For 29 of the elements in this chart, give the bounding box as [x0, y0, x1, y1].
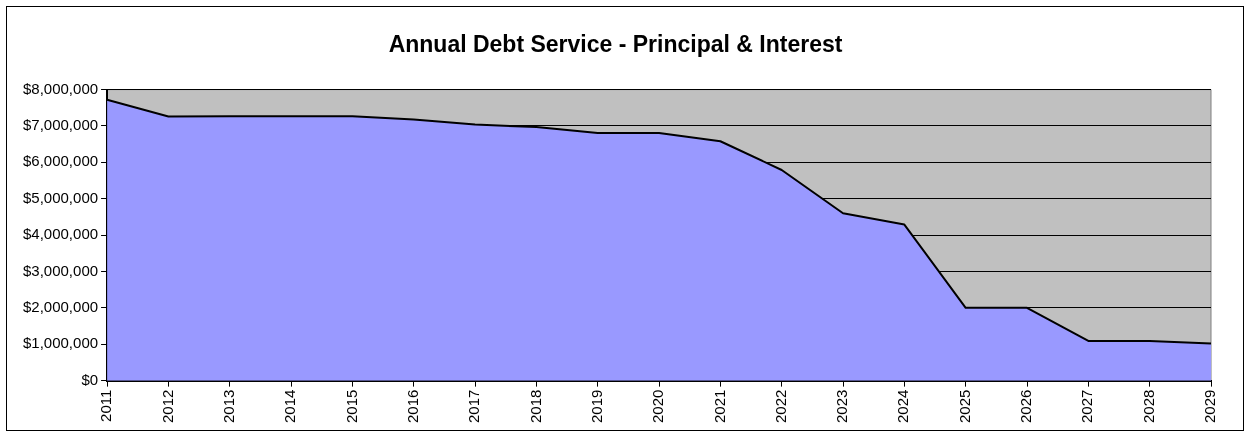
- x-tick-label: 2019: [587, 389, 605, 424]
- x-tick-label: 2017: [465, 389, 483, 424]
- x-tick-label: 2018: [526, 389, 544, 424]
- x-tick-label: 2013: [219, 389, 237, 424]
- chart-title: Annual Debt Service - Principal & Interest: [388, 31, 843, 58]
- x-tick-label: 2024: [894, 389, 912, 424]
- x-tick-label: 2020: [649, 389, 667, 424]
- y-tick-label: $8,000,000: [23, 79, 99, 97]
- y-tick-label: $6,000,000: [23, 152, 99, 170]
- x-tick-label: 2026: [1017, 389, 1035, 424]
- x-tick-label: 2025: [955, 389, 973, 424]
- x-tick-label: 2028: [1139, 389, 1157, 424]
- x-tick-label: 2022: [771, 389, 789, 424]
- y-tick-label: $2,000,000: [23, 298, 99, 316]
- x-tick-label: 2011: [97, 389, 115, 422]
- y-tick-label: $3,000,000: [23, 261, 99, 279]
- y-tick-label: $0: [81, 370, 99, 388]
- x-tick-label: 2012: [158, 389, 176, 424]
- x-tick-label: 2021: [710, 389, 728, 424]
- x-tick-label: 2015: [342, 389, 360, 424]
- y-tick-label: $7,000,000: [23, 116, 99, 134]
- x-tick-label: 2029: [1201, 389, 1219, 424]
- y-tick-label: $5,000,000: [23, 188, 99, 206]
- x-tick-label: 2014: [281, 389, 299, 424]
- x-tick-label: 2023: [833, 389, 851, 424]
- x-tick-label: 2027: [1078, 389, 1096, 424]
- y-tick-label: $1,000,000: [23, 334, 99, 352]
- y-tick-label: $4,000,000: [23, 225, 99, 243]
- x-tick-label: 2016: [403, 389, 421, 424]
